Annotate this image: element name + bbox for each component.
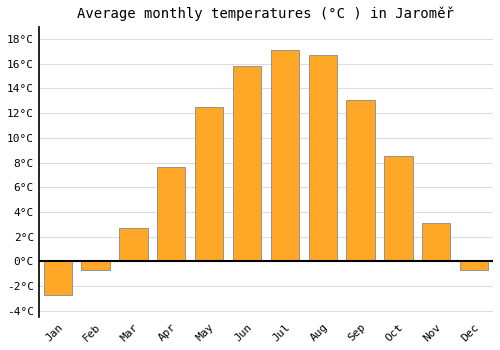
Bar	[157, 167, 186, 261]
Bar	[384, 156, 412, 261]
Bar	[82, 261, 110, 270]
Bar	[422, 223, 450, 261]
Bar	[270, 50, 299, 261]
Bar	[233, 66, 261, 261]
Bar	[308, 55, 337, 261]
Bar	[44, 261, 72, 295]
Bar	[195, 107, 224, 261]
Bar	[460, 261, 488, 270]
Bar	[346, 100, 375, 261]
Title: Average monthly temperatures (°C ) in Jaroměř: Average monthly temperatures (°C ) in Ja…	[78, 7, 454, 21]
Bar	[119, 228, 148, 261]
